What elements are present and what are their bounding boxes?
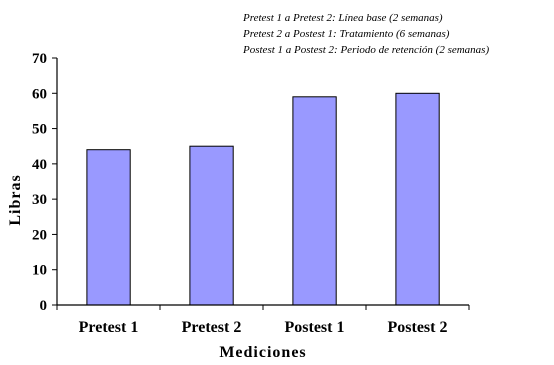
x-tick-label: Pretest 2 bbox=[182, 319, 242, 336]
y-tick-label: 10 bbox=[32, 263, 47, 279]
y-tick-label: 20 bbox=[32, 227, 47, 243]
y-tick-label: 60 bbox=[32, 86, 47, 102]
y-tick-label: 70 bbox=[32, 51, 47, 67]
x-axis-label: Mediciones bbox=[219, 344, 306, 361]
note-line-2: Pretest 2 a Postest 1: Tratamiento (6 se… bbox=[242, 28, 450, 40]
notes-block: Pretest 1 a Pretest 2: Línea base (2 sem… bbox=[242, 12, 489, 56]
bar-pretest-2 bbox=[189, 145, 234, 306]
y-tick-label: 30 bbox=[32, 192, 47, 208]
x-tick-label: Postest 1 bbox=[285, 319, 345, 336]
x-ticks-group: Pretest 1 Pretest 2 Postest 1 Postest 2 bbox=[56, 305, 470, 336]
y-ticks-group: 0 10 20 30 40 50 60 70 bbox=[32, 51, 57, 314]
x-tick-label: Postest 2 bbox=[388, 319, 448, 336]
bar-postest-2 bbox=[395, 92, 440, 306]
bars-group bbox=[86, 92, 440, 306]
y-tick-label: 50 bbox=[32, 122, 47, 138]
y-axis-label: Libras bbox=[7, 174, 24, 225]
bar-pretest-1 bbox=[86, 149, 131, 306]
y-tick-label: 40 bbox=[32, 157, 47, 173]
x-tick-label: Pretest 1 bbox=[79, 319, 139, 336]
bar-postest-1 bbox=[292, 96, 337, 306]
note-line-1: Pretest 1 a Pretest 2: Línea base (2 sem… bbox=[242, 12, 443, 24]
note-line-3: Postest 1 a Postest 2: Periodo de retenc… bbox=[242, 44, 489, 56]
y-tick-label: 0 bbox=[40, 298, 48, 314]
